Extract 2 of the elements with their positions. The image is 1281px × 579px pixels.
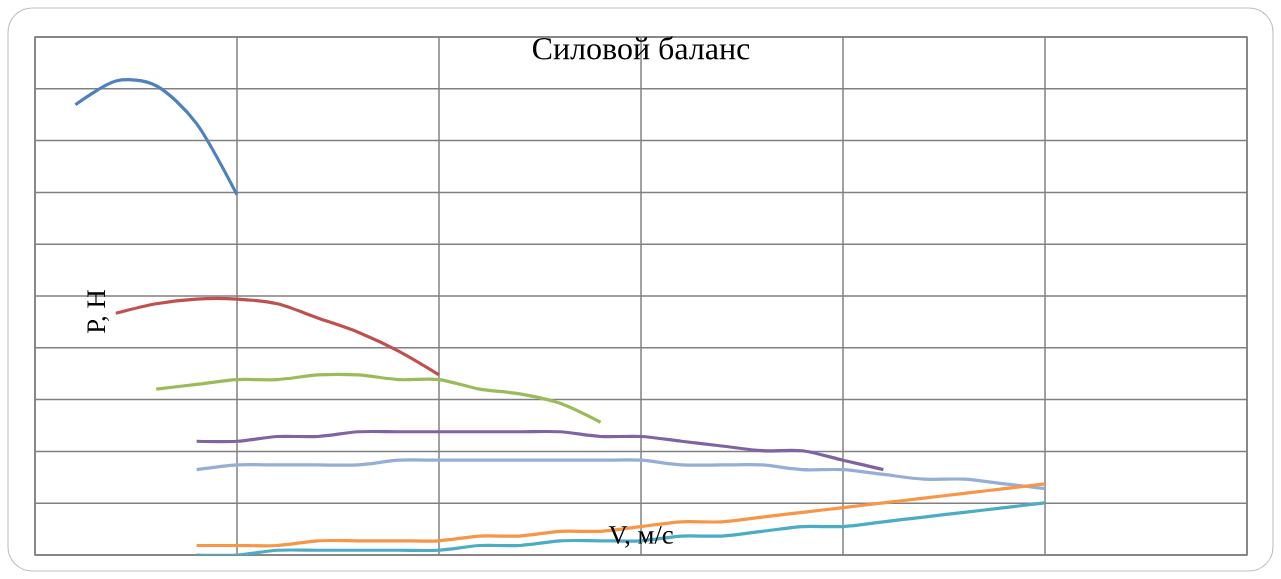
chart-title: Силовой баланс	[532, 36, 750, 60]
y-axis-title: P, Н	[87, 290, 110, 333]
